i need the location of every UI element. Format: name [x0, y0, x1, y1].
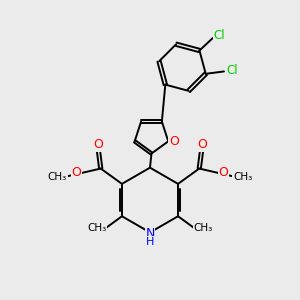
- Text: O: O: [218, 167, 228, 179]
- Text: CH₃: CH₃: [233, 172, 252, 182]
- Text: CH₃: CH₃: [194, 223, 213, 233]
- Text: O: O: [72, 167, 82, 179]
- Text: CH₃: CH₃: [48, 172, 67, 182]
- Text: H: H: [146, 237, 154, 247]
- Text: Cl: Cl: [226, 64, 238, 77]
- Text: O: O: [197, 138, 207, 151]
- Text: O: O: [93, 138, 103, 151]
- Text: CH₃: CH₃: [87, 223, 106, 233]
- Text: Cl: Cl: [213, 29, 225, 42]
- Text: O: O: [169, 135, 179, 148]
- Text: N: N: [145, 227, 155, 240]
